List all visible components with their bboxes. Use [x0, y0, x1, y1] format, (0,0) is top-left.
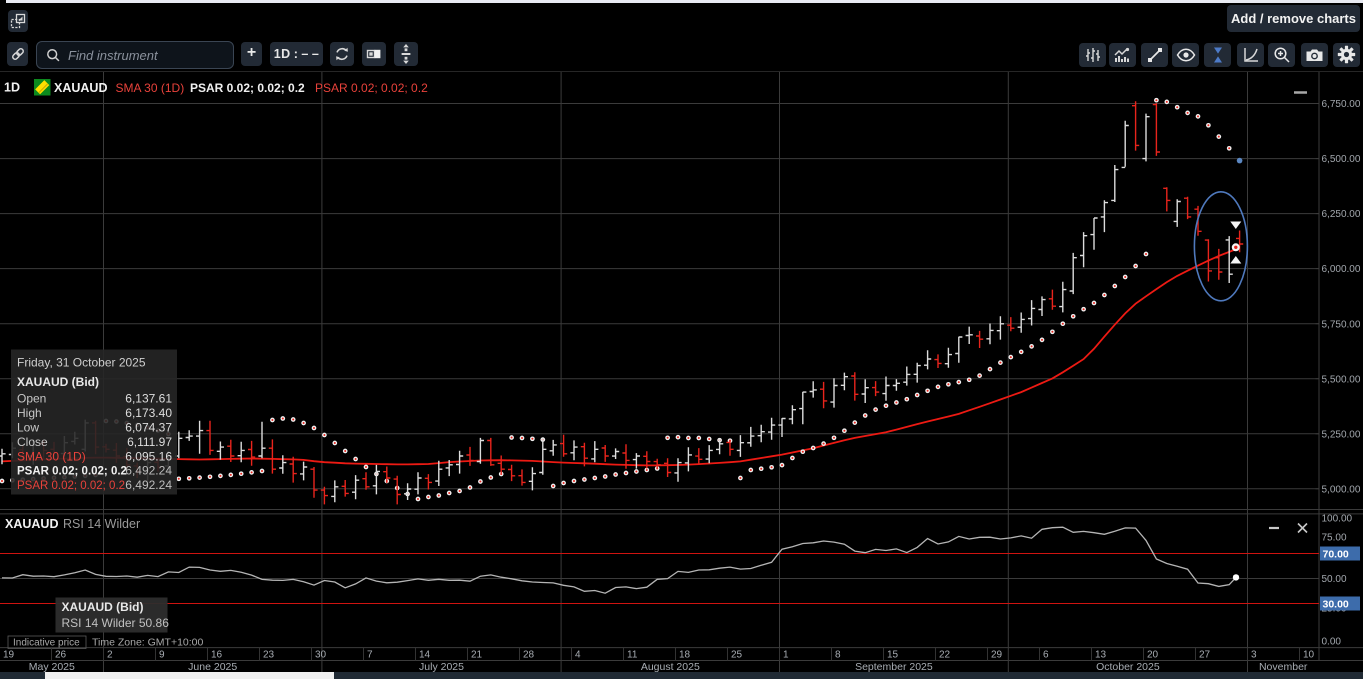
svg-text:28: 28	[523, 650, 535, 661]
svg-text:November: November	[1259, 661, 1308, 673]
svg-text:15: 15	[887, 650, 899, 661]
svg-text:High: High	[17, 406, 42, 420]
svg-text:6,173.40: 6,173.40	[125, 406, 172, 420]
svg-text:6,492.24: 6,492.24	[125, 478, 172, 492]
svg-text:5,000.00: 5,000.00	[1322, 484, 1361, 495]
svg-text:RSI 14 Wilder 50.86: RSI 14 Wilder 50.86	[62, 616, 170, 630]
svg-text:21: 21	[471, 650, 483, 661]
svg-text:3: 3	[1251, 650, 1257, 661]
svg-text:6,500.00: 6,500.00	[1322, 154, 1361, 165]
svg-text:6,095.16: 6,095.16	[125, 450, 172, 464]
svg-text:26: 26	[55, 650, 67, 661]
svg-text:8: 8	[835, 650, 841, 661]
svg-text:June 2025: June 2025	[188, 661, 237, 673]
svg-text:20: 20	[1147, 650, 1159, 661]
svg-text:PSAR 0.02; 0.02; 0.2: PSAR 0.02; 0.02; 0.2	[315, 81, 428, 95]
svg-text:PSAR 0.02; 0.02; 0.2: PSAR 0.02; 0.02; 0.2	[190, 81, 305, 95]
svg-text:6,750.00: 6,750.00	[1322, 99, 1361, 110]
svg-text:23: 23	[263, 650, 275, 661]
svg-text:XAUAUD (Bid): XAUAUD (Bid)	[62, 600, 144, 614]
svg-text:July 2025: July 2025	[419, 661, 464, 673]
svg-text:5,250.00: 5,250.00	[1322, 429, 1361, 440]
svg-text:6,074.37: 6,074.37	[125, 421, 172, 435]
svg-text:PSAR 0.02; 0.02; 0.2: PSAR 0.02; 0.02; 0.2	[17, 480, 125, 492]
svg-text:XAUAUD: XAUAUD	[54, 81, 107, 95]
svg-text:Open: Open	[17, 392, 46, 406]
svg-text:27: 27	[1199, 650, 1211, 661]
svg-text:6,000.00: 6,000.00	[1322, 264, 1361, 275]
svg-text:XAUAUD (Bid): XAUAUD (Bid)	[17, 375, 99, 389]
svg-text:18: 18	[679, 650, 691, 661]
svg-text:RSI 14 Wilder: RSI 14 Wilder	[63, 517, 140, 531]
svg-text:October 2025: October 2025	[1096, 661, 1160, 673]
svg-text:6,250.00: 6,250.00	[1322, 209, 1361, 220]
svg-text:11: 11	[627, 650, 638, 661]
svg-text:August 2025: August 2025	[641, 661, 700, 673]
svg-text:100.00: 100.00	[1322, 514, 1353, 525]
svg-text:29: 29	[991, 650, 1003, 661]
svg-text:6,492.24: 6,492.24	[125, 464, 172, 478]
svg-text:70.00: 70.00	[1323, 548, 1349, 560]
svg-text:50.00: 50.00	[1322, 574, 1347, 585]
svg-text:Low: Low	[17, 421, 39, 435]
svg-text:5,500.00: 5,500.00	[1322, 374, 1361, 385]
svg-text:16: 16	[211, 650, 223, 661]
svg-text:7: 7	[367, 650, 373, 661]
svg-text:6: 6	[1043, 650, 1049, 661]
svg-text:30.00: 30.00	[1323, 598, 1349, 610]
svg-text:9: 9	[159, 650, 165, 661]
svg-text:1: 1	[783, 650, 789, 661]
svg-text:XAUAUD: XAUAUD	[5, 517, 58, 531]
svg-text:14: 14	[419, 650, 431, 661]
svg-text:75.00: 75.00	[1322, 533, 1347, 544]
svg-text:1D: 1D	[4, 81, 20, 95]
svg-text:5,750.00: 5,750.00	[1322, 319, 1361, 330]
svg-text:6,111.97: 6,111.97	[127, 435, 172, 449]
svg-text:May 2025: May 2025	[29, 661, 75, 673]
svg-text:September 2025: September 2025	[855, 661, 933, 673]
svg-text:30: 30	[315, 650, 327, 661]
svg-text:25: 25	[731, 650, 743, 661]
svg-text:SMA 30 (1D): SMA 30 (1D)	[116, 81, 185, 95]
svg-text:Indicative price: Indicative price	[13, 638, 80, 649]
svg-text:13: 13	[1095, 650, 1107, 661]
svg-text:10: 10	[1303, 650, 1315, 661]
svg-text:6,137.61: 6,137.61	[125, 392, 172, 406]
svg-text:19: 19	[3, 650, 15, 661]
svg-text:4: 4	[575, 650, 581, 661]
svg-text:2: 2	[107, 650, 113, 661]
svg-text:Friday, 31 October 2025: Friday, 31 October 2025	[17, 356, 146, 370]
svg-text:PSAR 0.02; 0.02; 0.2: PSAR 0.02; 0.02; 0.2	[17, 466, 127, 478]
svg-text:0.00: 0.00	[1322, 637, 1342, 648]
svg-text:Close: Close	[17, 435, 48, 449]
svg-text:SMA 30 (1D): SMA 30 (1D)	[17, 450, 86, 464]
svg-text:22: 22	[939, 650, 951, 661]
svg-text:Time Zone: GMT+10:00: Time Zone: GMT+10:00	[92, 637, 204, 649]
